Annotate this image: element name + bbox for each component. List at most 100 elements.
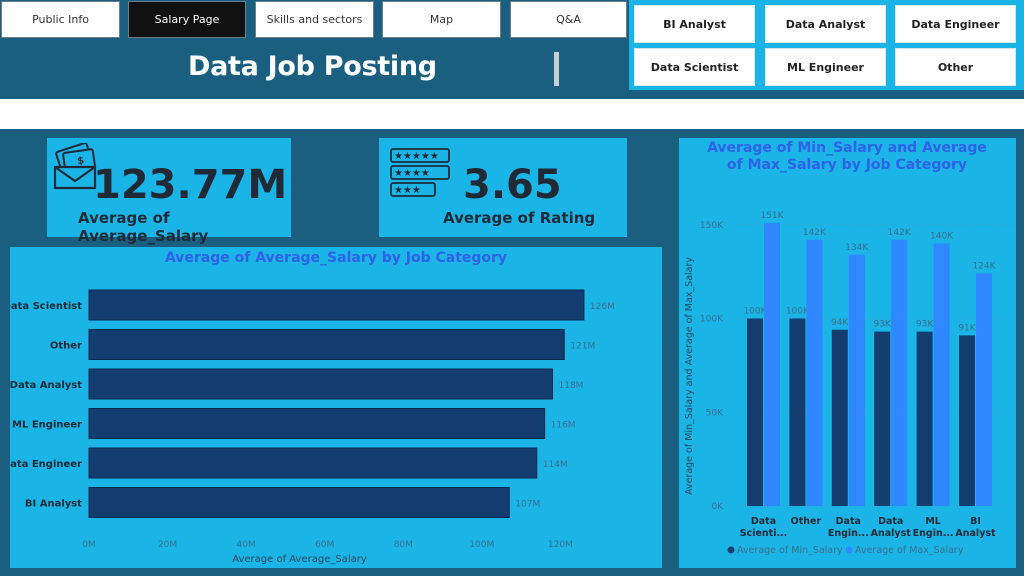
- header-bar: [0, 40, 627, 99]
- data-label: 116M: [551, 421, 576, 431]
- data-label: 93K: [874, 320, 892, 330]
- bar[interactable]: [88, 329, 565, 360]
- category-label: Data Engineer: [10, 459, 82, 470]
- category-label: Data Analyst: [10, 380, 82, 391]
- filter-data-analyst[interactable]: Data Analyst: [765, 5, 886, 43]
- y-tick-label: 150K: [700, 221, 724, 231]
- tab-skills-and-sectors[interactable]: Skills and sectors: [255, 1, 374, 38]
- category-label: Data: [836, 516, 861, 527]
- tab-map[interactable]: Map: [382, 1, 501, 38]
- kpi-avg-rating-value: 3.65: [463, 162, 562, 208]
- min-max-salary-by-category-chart[interactable]: Average of Min_Salary and Average of Max…: [679, 138, 1016, 568]
- y-tick-label: 0K: [711, 502, 724, 512]
- svg-text:★★★★★: ★★★★★: [394, 151, 439, 162]
- x-tick-label: 120M: [548, 540, 573, 550]
- kpi-card-avg-rating[interactable]: ★★★★★ ★★★★ ★★★ 3.65 Average of Rating: [379, 138, 627, 237]
- kpi-avg-salary-label: Average of Average_Salary: [78, 209, 209, 245]
- min-salary-bar[interactable]: [831, 329, 848, 506]
- vbar-plot: 0K 50K 100K 150K Average of Min_Salary and A…: [684, 211, 1016, 556]
- bar[interactable]: [88, 289, 585, 321]
- data-label: 142K: [803, 228, 827, 238]
- min-salary-bar[interactable]: [789, 318, 806, 507]
- category-label: BI Analyst: [25, 499, 82, 510]
- bar[interactable]: [88, 368, 554, 400]
- min-salary-bar[interactable]: [874, 331, 891, 506]
- y-axis-label: Average of Min_Salary and Average of Max…: [684, 257, 695, 495]
- filter-ml-engineer[interactable]: ML Engineer: [765, 48, 886, 86]
- category-label: ML Engineer: [12, 420, 82, 431]
- tab-qa[interactable]: Q&A: [510, 1, 627, 38]
- x-tick-label: 40M: [237, 540, 256, 550]
- data-label: 134K: [845, 243, 869, 253]
- category-label: Data: [751, 516, 776, 527]
- bar[interactable]: [88, 487, 510, 518]
- filter-data-engineer[interactable]: Data Engineer: [895, 5, 1016, 43]
- tab-public-info[interactable]: Public Info: [1, 1, 120, 38]
- category-label: Engin...: [828, 528, 869, 539]
- x-axis-label: Average of Average_Salary: [232, 554, 367, 565]
- category-label: Scienti...: [740, 528, 788, 539]
- filter-data-scientist[interactable]: Data Scientist: [634, 48, 755, 86]
- x-tick-label: 0M: [82, 540, 96, 550]
- star-rating-icon: ★★★★★ ★★★★ ★★★: [390, 148, 450, 197]
- tab-salary-page[interactable]: Salary Page: [128, 1, 246, 38]
- min-salary-bar[interactable]: [747, 318, 763, 507]
- max-salary-bar[interactable]: [933, 243, 950, 507]
- kpi-avg-rating-label: Average of Rating: [443, 209, 596, 227]
- max-salary-bar[interactable]: [764, 222, 780, 506]
- data-label: 107M: [515, 500, 540, 510]
- y-tick-label: 50K: [706, 408, 724, 418]
- data-label: 114M: [543, 460, 568, 470]
- category-label: Other: [791, 516, 822, 527]
- legend-marker: [727, 546, 735, 554]
- chart-title: Average of Average_Salary by Job Categor…: [164, 250, 508, 266]
- data-label: 151K: [760, 211, 784, 221]
- svg-text:★★★: ★★★: [394, 185, 421, 196]
- data-label: 93K: [916, 320, 934, 330]
- category-label: ML: [925, 516, 941, 527]
- y-tick-label: 100K: [700, 315, 724, 325]
- category-label: Data: [878, 516, 903, 527]
- data-label: 142K: [888, 228, 912, 238]
- category-label: Other: [50, 341, 82, 352]
- bar[interactable]: [88, 447, 538, 479]
- data-label: 91K: [958, 323, 976, 333]
- x-tick-label: 60M: [315, 540, 334, 550]
- money-envelope-icon: $: [53, 143, 97, 190]
- x-tick-label: 20M: [158, 540, 177, 550]
- page-title: Data Job Posting: [188, 51, 437, 82]
- max-salary-bar[interactable]: [891, 239, 908, 506]
- category-label: Analyst: [955, 528, 996, 539]
- category-label: BI: [970, 516, 981, 527]
- hbar-plot: Data Scientist 126M Other 121M Data Analyst 1…: [10, 289, 615, 565]
- legend-marker: [845, 546, 853, 554]
- filter-other[interactable]: Other: [895, 48, 1016, 86]
- max-salary-bar[interactable]: [806, 239, 823, 506]
- svg-text:★★★★: ★★★★: [394, 168, 430, 179]
- max-salary-bar[interactable]: [976, 273, 992, 507]
- kpi-card-avg-salary[interactable]: $ 123.77M Average of Average_Salary: [47, 138, 291, 245]
- x-tick-label: 80M: [394, 540, 413, 550]
- avg-salary-by-category-chart[interactable]: Average of Average_Salary by Job Categor…: [10, 247, 662, 568]
- bar[interactable]: [88, 408, 546, 439]
- title-divider: [554, 52, 559, 86]
- data-label: 94K: [831, 318, 849, 328]
- data-label: 140K: [930, 232, 954, 242]
- data-label: 126M: [590, 302, 615, 312]
- max-salary-bar[interactable]: [848, 254, 865, 506]
- min-salary-bar[interactable]: [916, 331, 933, 506]
- category-label: Data Scientist: [10, 301, 82, 312]
- data-label: 118M: [559, 381, 584, 391]
- job-category-slicer: BI Analyst Data Analyst Data Engineer Da…: [629, 0, 1024, 90]
- kpi-avg-salary-value: 123.77M: [93, 162, 288, 208]
- data-label: 121M: [570, 342, 595, 352]
- category-label: Analyst: [871, 528, 912, 539]
- legend-label: Average of Max_Salary: [855, 545, 964, 556]
- data-label: 100K: [786, 307, 810, 317]
- data-label: 124K: [972, 262, 996, 272]
- x-tick-label: 100M: [469, 540, 494, 550]
- chart-title: Average of Min_Salary and Average of Max…: [707, 140, 987, 173]
- filter-bi-analyst[interactable]: BI Analyst: [634, 5, 755, 43]
- min-salary-bar[interactable]: [959, 335, 975, 506]
- data-label: 100K: [743, 307, 767, 317]
